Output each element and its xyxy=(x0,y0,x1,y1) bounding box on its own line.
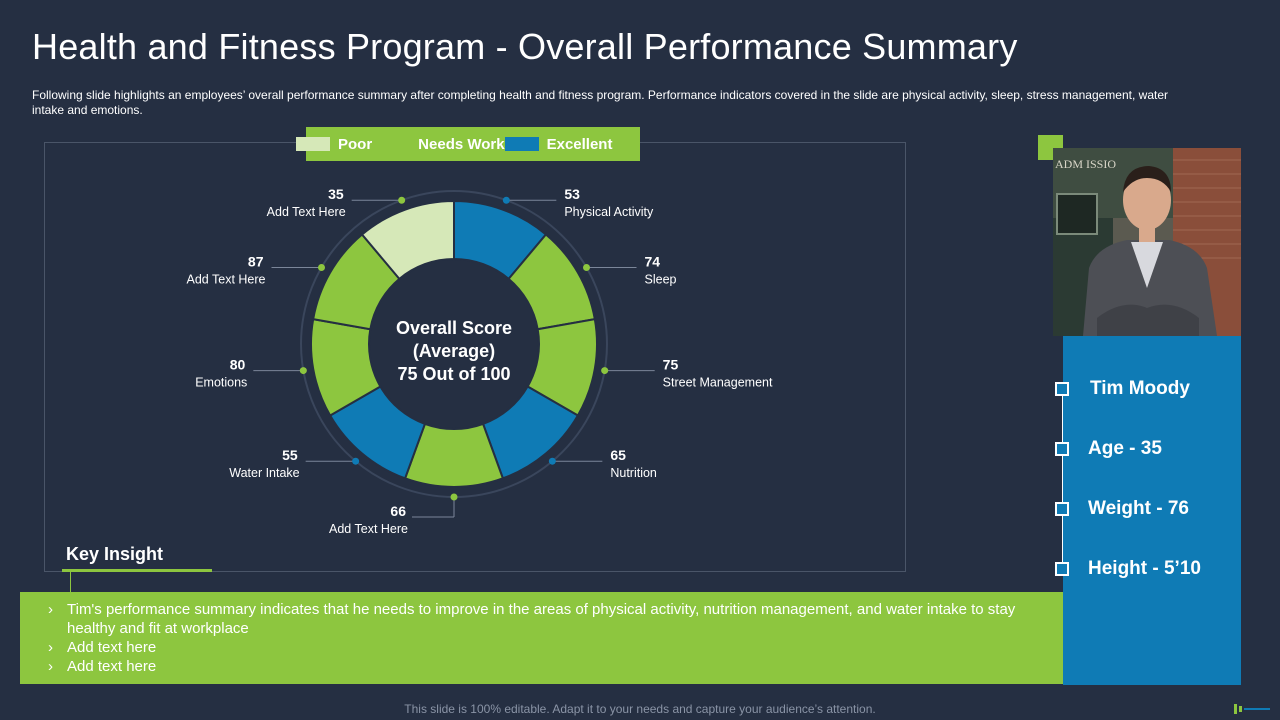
legend-item-poor: Poor xyxy=(296,127,373,161)
key-insight-box: › Tim's performance summary indicates th… xyxy=(20,592,1063,684)
insight-text: Tim's performance summary indicates that… xyxy=(67,601,1016,637)
callout-dot xyxy=(502,196,510,204)
segment-name-label: Add Text Here xyxy=(187,273,266,287)
profile-name: Tim Moody xyxy=(1090,378,1190,399)
legend-label-poor: Poor xyxy=(338,135,373,153)
profile-marker-name xyxy=(1055,382,1069,396)
insight-text: Add text here xyxy=(67,658,157,675)
profile-panel xyxy=(1063,336,1241,685)
segment-value-label: 53 xyxy=(564,186,580,202)
slide-subtitle: Following slide highlights an employees’… xyxy=(32,88,1168,117)
slide-logo-icon xyxy=(1234,704,1270,714)
key-insight-connector xyxy=(70,572,71,592)
segment-name-label: Add Text Here xyxy=(329,522,408,536)
segment-name-label: Emotions xyxy=(195,376,247,390)
segment-value-label: 66 xyxy=(390,503,406,519)
donut-segment xyxy=(360,199,455,281)
callout-dot xyxy=(450,493,458,501)
profile-timeline xyxy=(1062,389,1063,571)
profile-marker-weight xyxy=(1055,502,1069,516)
center-score-text: Overall Score xyxy=(396,318,512,338)
legend-swatch-poor xyxy=(296,137,330,151)
profile-marker-age xyxy=(1055,442,1069,456)
profile-photo: ADM ISSIO xyxy=(1053,148,1241,336)
insight-item: › Tim's performance summary indicates th… xyxy=(48,600,1033,638)
profile-age: Age - 35 xyxy=(1088,438,1162,459)
callout-dot xyxy=(548,457,556,465)
callout-dot xyxy=(398,196,406,204)
legend-item-excellent: Excellent xyxy=(504,127,613,161)
callout-dot xyxy=(299,367,307,375)
chevron-right-icon: › xyxy=(48,601,53,618)
segment-value-label: 35 xyxy=(328,186,344,202)
legend-swatch-needs-work xyxy=(376,137,411,151)
segment-name-label: Nutrition xyxy=(610,466,657,480)
legend-label-needs-work: Needs Work xyxy=(418,135,505,153)
chevron-right-icon: › xyxy=(48,639,53,656)
profile-height: Height - 5’10 xyxy=(1088,558,1201,579)
legend-label-excellent: Excellent xyxy=(546,135,613,153)
chart-legend: Poor Needs Work Excellent xyxy=(296,127,640,161)
chevron-right-icon: › xyxy=(48,658,53,675)
segment-name-label: Street Management xyxy=(663,376,773,390)
slide-footer: This slide is 100% editable. Adapt it to… xyxy=(404,702,876,716)
segment-value-label: 74 xyxy=(645,254,661,270)
segment-name-label: Add Text Here xyxy=(267,205,346,219)
legend-item-needs-work: Needs Work xyxy=(376,127,505,161)
segment-name-label: Water Intake xyxy=(229,466,299,480)
segment-value-label: 87 xyxy=(248,254,264,270)
slide-title: Health and Fitness Program - Overall Per… xyxy=(32,26,1018,67)
profile-weight: Weight - 76 xyxy=(1088,498,1189,519)
segment-value-label: 55 xyxy=(282,447,298,463)
insight-text: Add text here xyxy=(67,639,157,656)
insight-item: › Add text here xyxy=(48,657,1033,676)
key-insight-underline xyxy=(62,569,212,572)
profile-marker-height xyxy=(1055,562,1069,576)
callout-dot xyxy=(352,457,360,465)
key-insight-title: Key Insight xyxy=(66,544,164,564)
center-score-text: (Average) xyxy=(413,341,495,361)
legend-swatch-excellent xyxy=(504,137,539,151)
segment-name-label: Sleep xyxy=(645,273,677,287)
insight-item: › Add text here xyxy=(48,638,1033,657)
segment-value-label: 65 xyxy=(610,447,626,463)
segment-name-label: Physical Activity xyxy=(564,205,654,219)
callout-dot xyxy=(601,367,609,375)
segment-value-label: 75 xyxy=(663,357,679,373)
segment-value-label: 80 xyxy=(230,357,246,373)
photo-sign-text: ADM ISSIO xyxy=(1055,157,1116,171)
callout-dot xyxy=(583,264,591,271)
center-score-text: 75 Out of 100 xyxy=(397,364,510,384)
callout-dot xyxy=(317,264,325,271)
